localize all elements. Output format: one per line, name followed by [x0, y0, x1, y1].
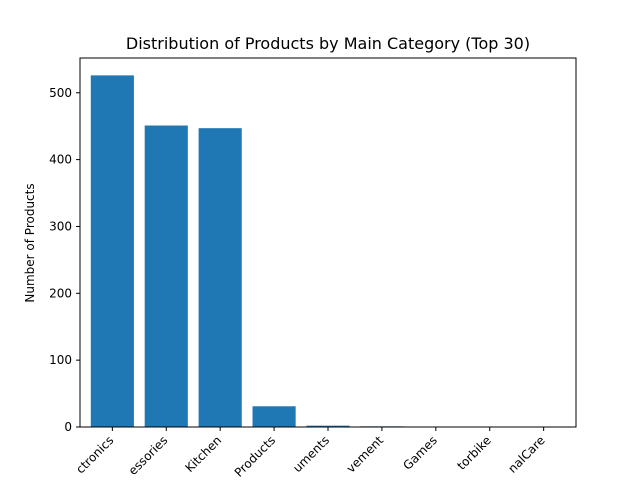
- x-tick-label-8: nalCare: [505, 433, 547, 475]
- y-tick-label-5: 500: [49, 86, 72, 100]
- chart-title: Distribution of Products by Main Categor…: [126, 34, 530, 53]
- x-axis: ctronics essories Kitchen Products uments vem…: [73, 427, 548, 480]
- bar-0: [90, 75, 134, 427]
- y-tick-label-1: 100: [49, 353, 72, 367]
- y-tick-label-3: 300: [49, 219, 72, 233]
- y-tick-label-2: 200: [49, 286, 72, 300]
- bars-group: [90, 75, 404, 428]
- x-tick-label-0: ctronics: [73, 433, 116, 476]
- x-tick-label-6: Games: [400, 433, 440, 473]
- bar-4: [306, 425, 350, 427]
- x-tick-label-2: Kitchen: [182, 433, 224, 475]
- x-tick-label-4: uments: [290, 433, 332, 475]
- x-tick-label-7: torbike: [454, 433, 493, 472]
- y-tick-label-0: 0: [64, 420, 72, 434]
- plot-frame: [79, 57, 577, 428]
- x-tick-label-1: essories: [126, 433, 171, 478]
- y-tick-label-4: 400: [49, 153, 72, 167]
- bar-1: [144, 125, 188, 428]
- y-axis-label: Number of Products: [23, 183, 37, 302]
- x-tick-label-5: vement: [344, 433, 387, 476]
- bar-2: [198, 128, 242, 427]
- bar-3: [252, 406, 296, 427]
- y-axis: 0 100 200 300 400 500: [49, 86, 80, 434]
- x-tick-label-3: Products: [232, 433, 279, 480]
